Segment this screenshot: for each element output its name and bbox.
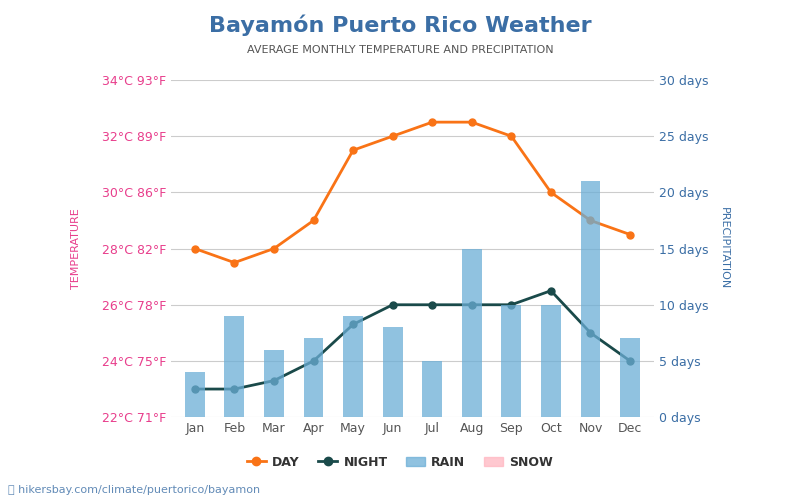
Bar bbox=[382, 327, 402, 417]
Text: 📍 hikersbay.com/climate/puertorico/bayamon: 📍 hikersbay.com/climate/puertorico/bayam… bbox=[8, 485, 260, 495]
Text: AVERAGE MONTHLY TEMPERATURE AND PRECIPITATION: AVERAGE MONTHLY TEMPERATURE AND PRECIPIT… bbox=[246, 45, 554, 55]
Bar bbox=[422, 361, 442, 417]
Bar bbox=[462, 248, 482, 417]
Bar bbox=[620, 338, 640, 417]
Bar bbox=[541, 305, 561, 417]
Bar bbox=[185, 372, 205, 417]
Bar bbox=[502, 305, 522, 417]
Bar bbox=[225, 316, 244, 417]
Bar bbox=[581, 181, 600, 417]
Bar bbox=[264, 350, 284, 417]
Y-axis label: PRECIPITATION: PRECIPITATION bbox=[719, 208, 729, 290]
Y-axis label: TEMPERATURE: TEMPERATURE bbox=[71, 208, 81, 289]
Text: Bayamón Puerto Rico Weather: Bayamón Puerto Rico Weather bbox=[209, 15, 591, 36]
Bar bbox=[304, 338, 323, 417]
Bar bbox=[343, 316, 363, 417]
Legend: DAY, NIGHT, RAIN, SNOW: DAY, NIGHT, RAIN, SNOW bbox=[242, 451, 558, 474]
